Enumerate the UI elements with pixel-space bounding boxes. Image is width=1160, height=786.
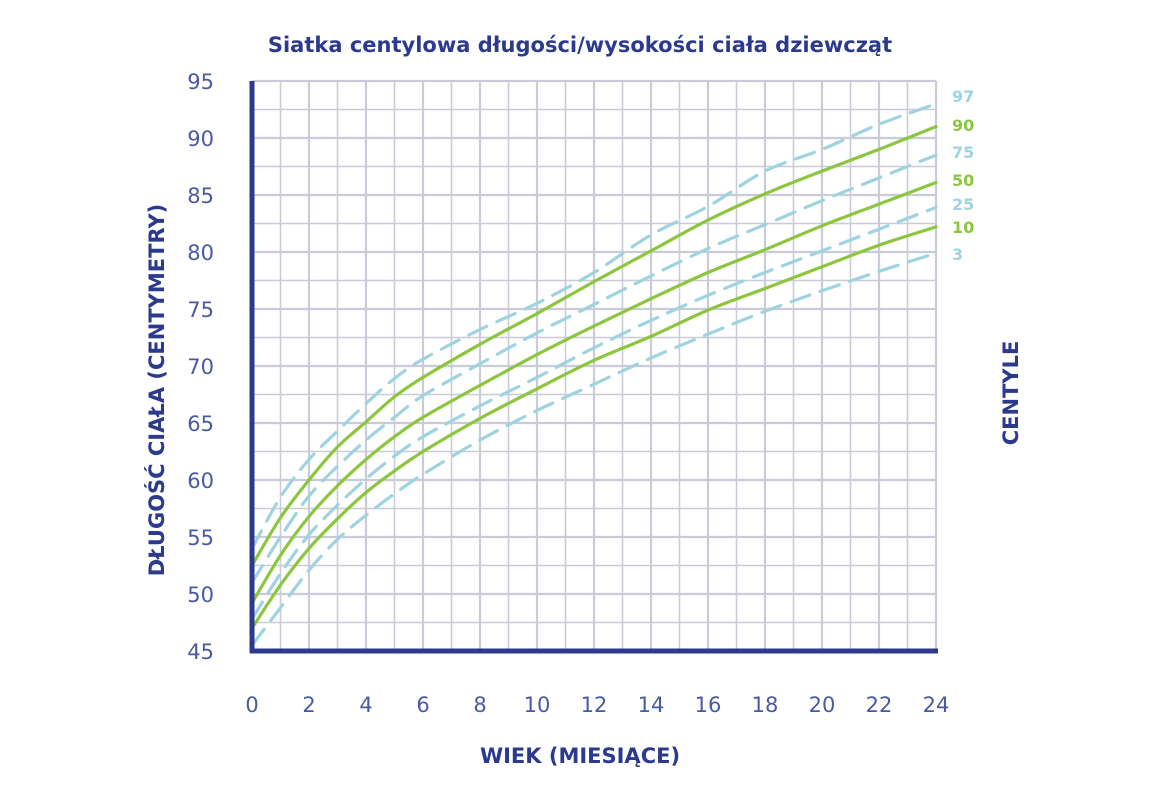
centile-label-3: 3: [952, 245, 963, 264]
y-tick-label: 95: [187, 70, 214, 94]
x-tick-label: 22: [866, 693, 893, 717]
centile-line-3: [250, 251, 938, 647]
x-tick-label: 4: [359, 693, 372, 717]
centile-line-10: [250, 225, 938, 630]
centile-label-25: 25: [952, 195, 974, 214]
x-tick-label: 24: [923, 693, 950, 717]
centile-line-97: [250, 102, 938, 550]
x-tick-label: 12: [581, 693, 608, 717]
centile-label-97: 97: [952, 87, 974, 106]
x-tick-label: 10: [524, 693, 551, 717]
centile-line-90: [250, 125, 938, 568]
x-tick-label: 0: [245, 693, 258, 717]
y-tick-label: 70: [187, 355, 214, 379]
y-tick-label: 90: [187, 127, 214, 151]
centile-line-75: [250, 153, 938, 585]
y-tick-label: 60: [187, 469, 214, 493]
y-tick-label: 50: [187, 583, 214, 607]
y-tick-label: 65: [187, 412, 214, 436]
y-tick-label: 55: [187, 526, 214, 550]
y-tick-label: 45: [187, 640, 214, 664]
grid: [250, 79, 938, 653]
centile-labels: 97 90 75 50 25 10 3: [952, 87, 974, 264]
series-lines: [250, 102, 938, 647]
axes: [249, 81, 938, 654]
x-tick-label: 14: [638, 693, 665, 717]
x-tick-label: 18: [752, 693, 779, 717]
tick-labels: 0 2 4 6 8 10 12 14 16 18 20 22 244550556065707580859…: [187, 70, 949, 717]
y-tick-label: 85: [187, 184, 214, 208]
centile-label-75: 75: [952, 143, 974, 162]
x-tick-label: 16: [695, 693, 722, 717]
centile-label-90: 90: [952, 116, 974, 135]
centile-line-25: [250, 205, 938, 621]
centile-legend-title: CENTYLE: [999, 341, 1023, 446]
x-tick-label: 8: [473, 693, 486, 717]
x-tick-label: 2: [302, 693, 315, 717]
x-tick-label: 6: [416, 693, 429, 717]
x-axis-title: WIEK (MIESIĄCE): [480, 744, 680, 768]
centile-line-50: [250, 180, 938, 605]
chart-title: Siatka centylowa długości/wysokości ciał…: [268, 33, 892, 57]
y-axis-title: DŁUGOŚĆ CIAŁA (CENTYMETRY): [144, 204, 169, 577]
centile-label-50: 50: [952, 171, 974, 190]
y-tick-label: 80: [187, 241, 214, 265]
x-tick-label: 20: [809, 693, 836, 717]
y-tick-label: 75: [187, 298, 214, 322]
centile-label-10: 10: [952, 218, 974, 237]
